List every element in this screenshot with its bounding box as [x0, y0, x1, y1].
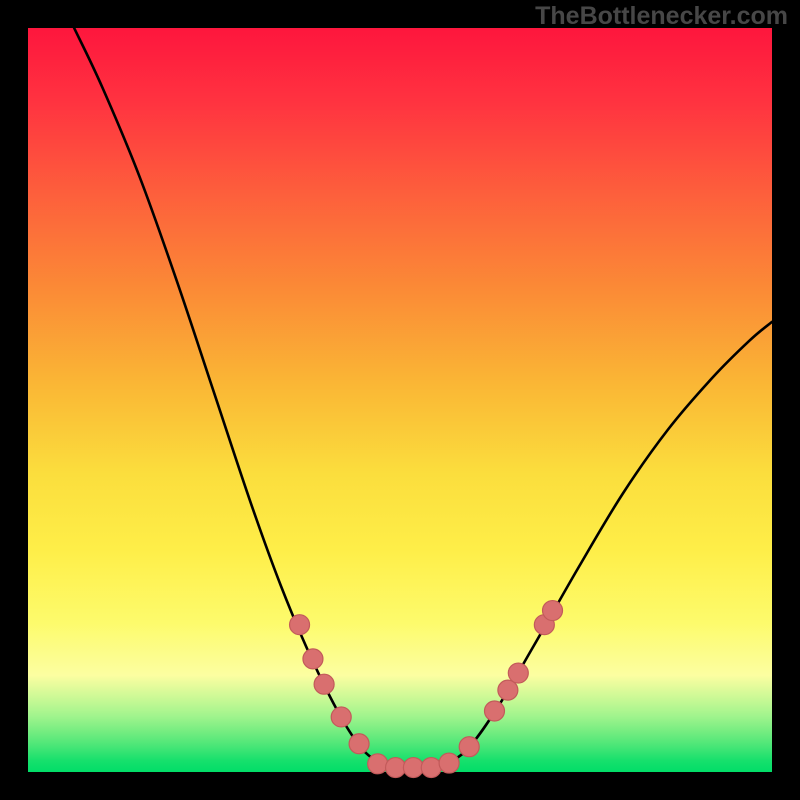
plot-area: [28, 28, 772, 772]
chart-frame: TheBottlenecker.com: [0, 0, 800, 800]
watermark-text: TheBottlenecker.com: [535, 2, 788, 31]
